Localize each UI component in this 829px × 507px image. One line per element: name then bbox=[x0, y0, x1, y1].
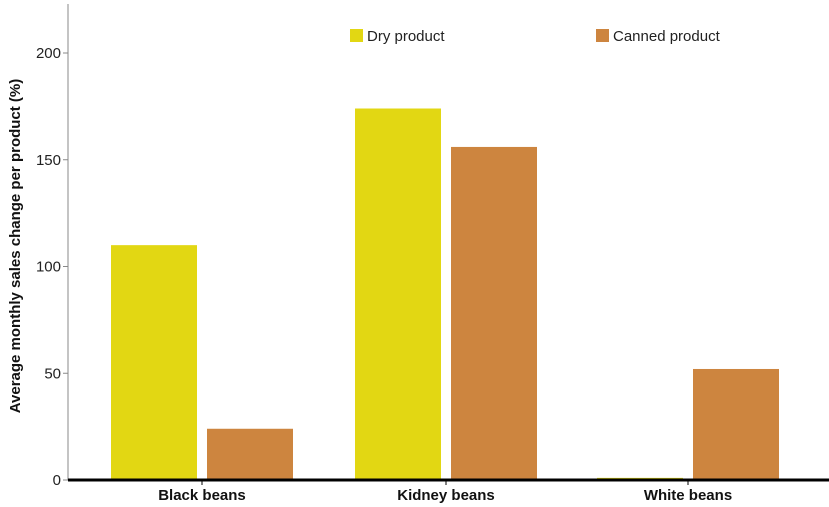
legend-label: Dry product bbox=[367, 28, 445, 45]
x-tick-label: Kidney beans bbox=[397, 487, 495, 504]
bar-canned-product-black-beans bbox=[207, 428, 293, 480]
bars-group bbox=[111, 108, 779, 480]
x-tick-label: White beans bbox=[644, 487, 732, 504]
legend: Dry product Canned product bbox=[350, 28, 721, 45]
y-tick-label: 100 bbox=[36, 259, 61, 276]
bar-dry-product-kidney-beans bbox=[355, 108, 441, 480]
bar-canned-product-white-beans bbox=[693, 368, 779, 480]
y-tick-label: 50 bbox=[44, 365, 61, 382]
legend-swatch bbox=[596, 29, 609, 42]
y-tick-label: 0 bbox=[53, 472, 61, 489]
legend-swatch bbox=[350, 29, 363, 42]
legend-label: Canned product bbox=[613, 28, 721, 45]
x-tick-label: Black beans bbox=[158, 487, 246, 504]
y-tick-label: 200 bbox=[36, 45, 61, 62]
y-axis: 0 50 100 150 200 bbox=[36, 4, 69, 489]
y-axis-title: Average monthly sales change per product… bbox=[7, 79, 24, 414]
bar-dry-product-black-beans bbox=[111, 245, 197, 480]
bar-canned-product-kidney-beans bbox=[451, 146, 537, 480]
x-axis: Black beans Kidney beans White beans bbox=[68, 478, 829, 504]
y-tick-label: 150 bbox=[36, 152, 61, 169]
